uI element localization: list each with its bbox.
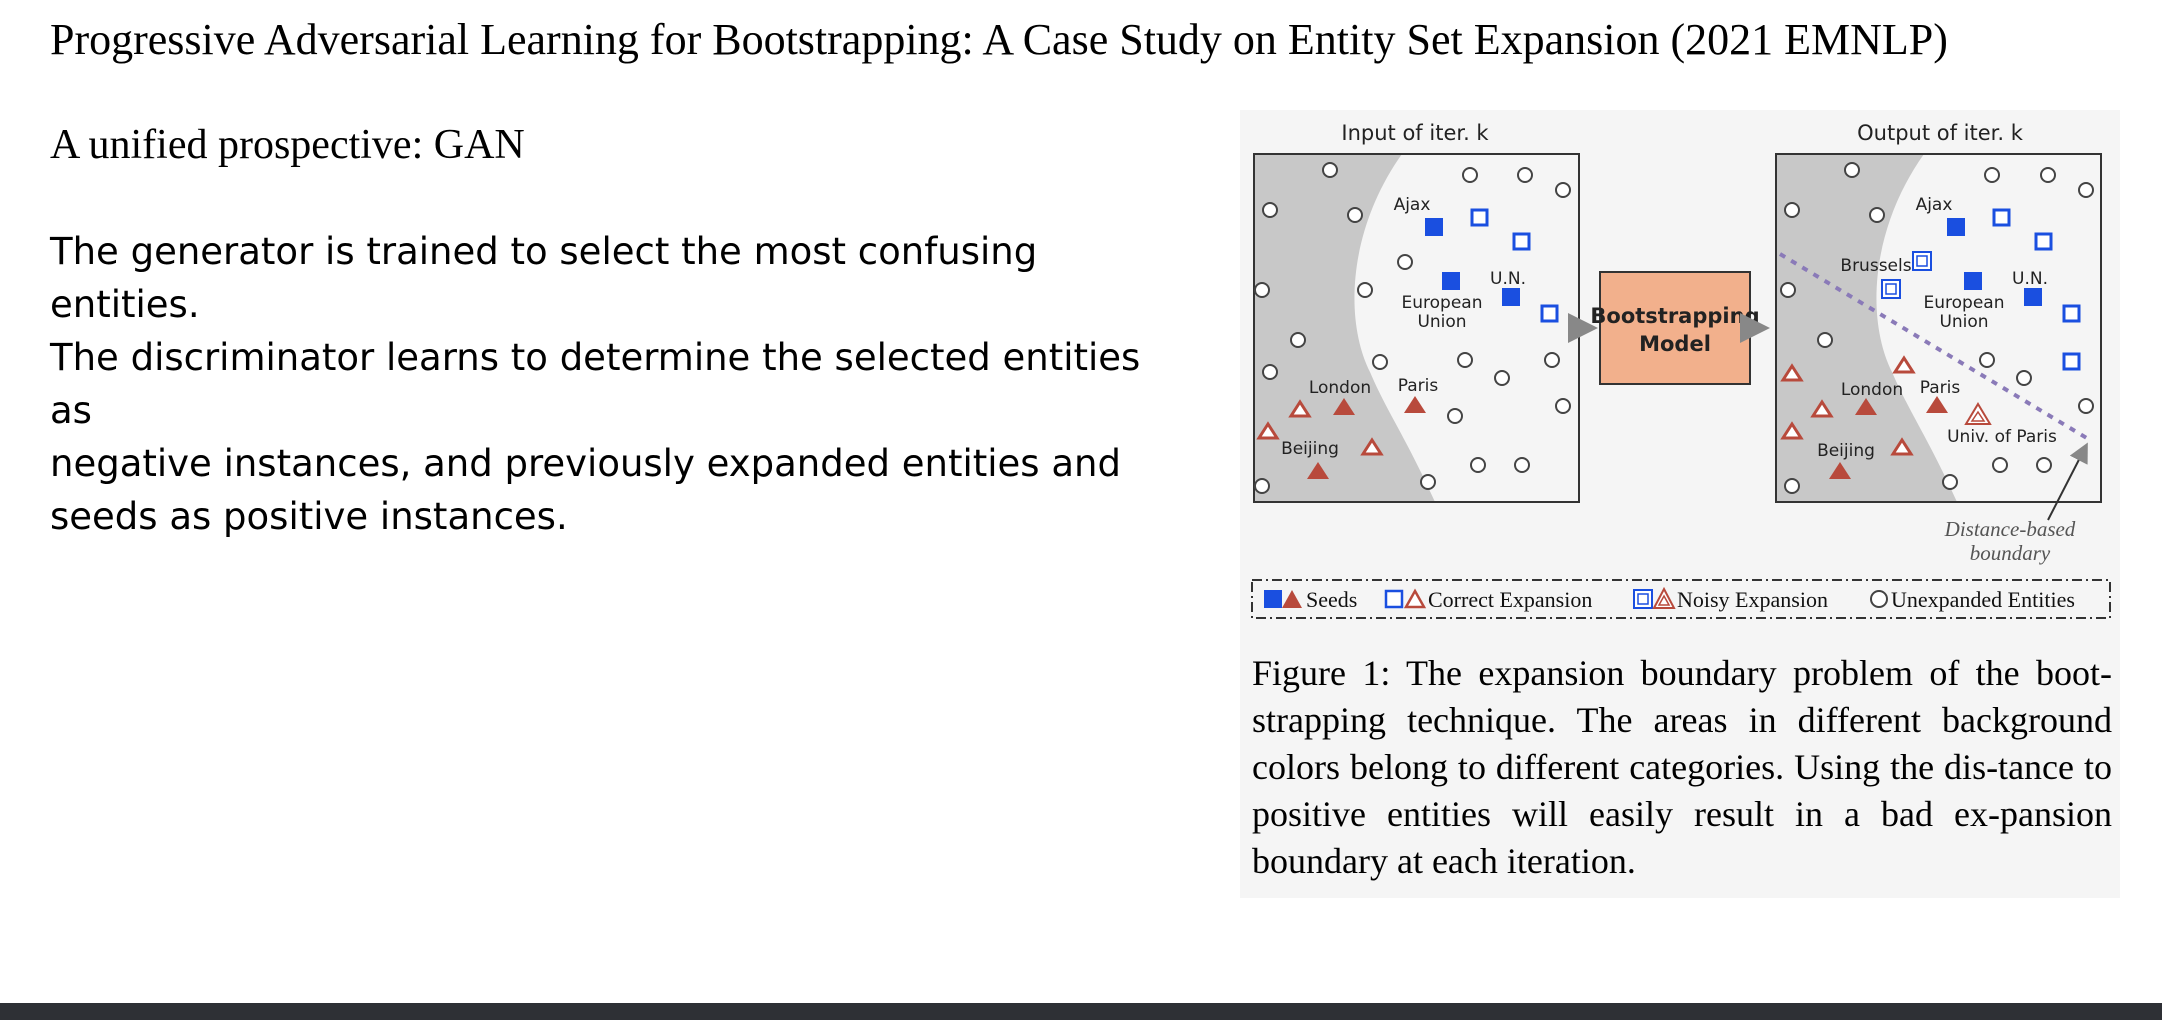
legend-correct-square <box>1384 589 1404 609</box>
label-london: London <box>1309 378 1371 398</box>
figure-caption: Figure 1: The expansion boundary problem… <box>1252 653 2112 881</box>
figure-legend: Seeds Correct Expansion Noisy Expansion … <box>1251 579 2111 619</box>
label-brussels: Brussels <box>1840 256 1911 276</box>
input-panel: Input of iter. k <box>1253 121 1580 503</box>
legend-correct-triangle <box>1403 588 1427 609</box>
unexpanded-entities <box>1780 162 2094 494</box>
bootstrapping-model-box <box>1599 271 1751 385</box>
slide-subtitle: A unified prospective: GAN <box>50 122 525 168</box>
model-label-2: Model <box>1639 332 1711 356</box>
legend-seeds: Seeds <box>1306 587 1357 612</box>
label-un: U.N. <box>2012 269 2048 289</box>
label-eu-1: European <box>1402 293 1483 313</box>
body-line: The discriminator learns to determine th… <box>50 336 1141 432</box>
seed-squares <box>1947 218 2042 306</box>
label-beijing: Beijing <box>1281 439 1339 459</box>
label-paris: Paris <box>1920 378 1961 398</box>
label-eu-1: European <box>1924 293 2005 313</box>
noisy-squares <box>1881 251 1932 299</box>
correct-triangles <box>1780 355 1916 456</box>
body-line: negative instances, and previously expan… <box>50 442 1121 485</box>
boundary-pointer-arrow <box>2047 442 2088 521</box>
seed-triangles <box>1829 396 1948 479</box>
distance-boundary-line <box>1778 252 2092 442</box>
noisy-triangle <box>1964 402 1992 425</box>
label-eu-2: Union <box>1939 312 1988 332</box>
output-panel-frame <box>1775 153 2102 503</box>
model-label-1: Bootstrapping <box>1590 304 1759 328</box>
label-paris: Paris <box>1398 376 1439 396</box>
body-line: The generator is trained to select the m… <box>50 230 1038 326</box>
legend-frame <box>1251 579 2111 619</box>
seed-triangles <box>1307 396 1426 479</box>
body-line: seeds as positive instances. <box>50 495 568 538</box>
seed-squares <box>1425 218 1520 306</box>
correct-squares <box>1992 208 2081 371</box>
slide-body: The generator is trained to select the m… <box>50 225 1190 543</box>
label-univ-paris: Univ. of Paris <box>1947 427 2057 447</box>
label-un: U.N. <box>1490 269 1526 289</box>
boundary-label-1: Distance-based <box>1944 517 2076 541</box>
slide-title: Progressive Adversarial Learning for Boo… <box>50 15 1948 64</box>
label-ajax: Ajax <box>1394 195 1431 215</box>
label-ajax: Ajax <box>1916 195 1953 215</box>
input-panel-title: Input of iter. k <box>1341 121 1489 145</box>
correct-squares <box>1470 208 1559 323</box>
legend-unexpanded-circle <box>1870 590 1888 608</box>
correct-triangles <box>1256 399 1384 456</box>
output-panel: Output of iter. k <box>1775 121 2102 565</box>
legend-seed-square <box>1264 590 1282 608</box>
boundary-label-2: boundary <box>1970 541 2051 565</box>
legend-seed-triangle <box>1282 590 1302 608</box>
figure-diagram: Input of iter. k <box>1251 121 2111 619</box>
legend-unexpanded: Unexpanded Entities <box>1891 587 2075 612</box>
legend-noisy: Noisy Expansion <box>1677 587 1828 612</box>
output-panel-title: Output of iter. k <box>1857 121 2024 145</box>
legend-correct: Correct Expansion <box>1428 587 1592 612</box>
label-eu-2: Union <box>1417 312 1466 332</box>
bottom-bar <box>0 1003 2162 1020</box>
unexpanded-entities <box>1254 162 1571 494</box>
paper-figure: Input of iter. k <box>1240 110 2120 898</box>
label-london: London <box>1841 380 1903 400</box>
label-beijing: Beijing <box>1817 441 1875 461</box>
